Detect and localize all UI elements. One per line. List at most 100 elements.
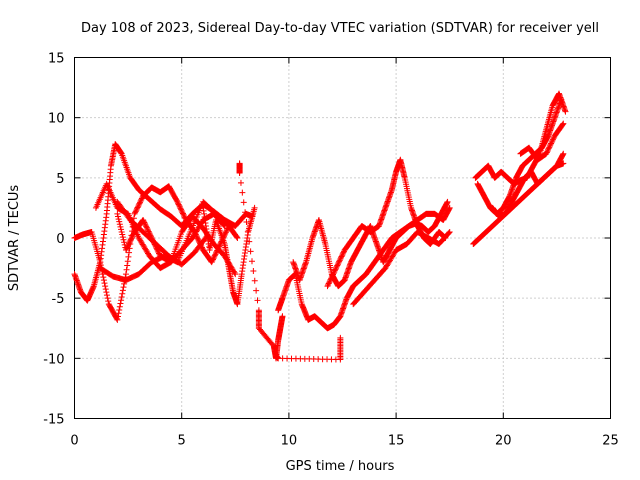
data-point-interp: [244, 228, 251, 235]
data-point-interp: [118, 293, 125, 300]
y-tick-label: 0: [56, 232, 64, 247]
data-point-interp: [175, 200, 182, 207]
data-point-interp: [545, 146, 552, 153]
data-point-interp: [142, 222, 149, 229]
data-point-interp: [246, 238, 253, 245]
data-point-interp: [332, 266, 339, 273]
data-point-interp: [445, 229, 452, 236]
data-point-interp: [247, 248, 254, 255]
data-point: [114, 316, 121, 323]
data-point-interp: [251, 277, 258, 284]
data-point-interp: [100, 274, 107, 281]
data-point-interp: [242, 209, 249, 216]
data-point-interp: [209, 257, 216, 264]
y-axis: 15 10 5 0 -5 -10 -15: [43, 52, 611, 428]
data-point-interp: [334, 261, 341, 268]
data-point-interp: [102, 286, 109, 293]
data-point: [562, 108, 569, 115]
data-point-interp: [548, 140, 555, 147]
data-point-interp: [212, 251, 219, 258]
y-tick-label: -10: [43, 352, 64, 367]
x-tick-label: 5: [178, 434, 186, 449]
data-point-interp: [101, 280, 108, 287]
data-point-interp: [250, 268, 257, 275]
data-point: [446, 204, 453, 211]
data-point-interp: [559, 121, 566, 128]
data-point-interp: [178, 206, 185, 213]
data-point-interp: [337, 256, 344, 263]
data-point-interp: [129, 234, 136, 241]
data-point-interp: [119, 290, 126, 297]
data-point-interp: [331, 268, 338, 275]
data-point-interp: [333, 263, 340, 270]
data-point-interp: [254, 297, 261, 304]
data-point: [251, 204, 258, 211]
data-point: [122, 247, 129, 254]
data-point-interp: [126, 249, 133, 256]
data-point-interp: [176, 204, 183, 211]
data-point-interp: [126, 240, 133, 247]
data-point-interp: [134, 204, 141, 211]
data-point-interp: [337, 254, 344, 261]
data-point-interp: [176, 202, 183, 209]
x-tick-label: 15: [388, 434, 405, 449]
data-point-interp: [547, 141, 554, 148]
data-point-interp: [119, 287, 126, 294]
data-point-interp: [125, 241, 132, 248]
data-point: [560, 120, 567, 127]
data-point-interp: [253, 287, 260, 294]
data-point-interp: [118, 297, 125, 304]
data-point-interp: [127, 236, 134, 243]
data-point-interp: [156, 250, 163, 257]
data-point: [236, 170, 243, 177]
y-tick-label: -5: [52, 292, 65, 307]
data-point-interp: [181, 213, 188, 220]
data-point-interp: [548, 139, 555, 146]
data-point-interp: [126, 239, 133, 246]
data-point-interp: [141, 220, 148, 227]
data-point-interp: [143, 224, 150, 231]
data-point: [208, 259, 215, 266]
data-point-interp: [130, 231, 137, 238]
data-point-interp: [133, 205, 140, 212]
data-point-interp: [326, 277, 333, 284]
data-point-interp: [339, 252, 346, 259]
data-point-interp: [549, 137, 556, 144]
data-point-interp: [336, 258, 343, 265]
data-point-interp: [211, 253, 218, 260]
data-point: [232, 271, 239, 278]
data-point-interp: [116, 221, 123, 228]
y-axis-label: SDTVAR / TECUs: [7, 185, 22, 292]
data-point-interp: [237, 179, 244, 186]
data-point-interp: [100, 277, 107, 284]
x-tick-label: 0: [70, 434, 78, 449]
data-point-interp: [102, 283, 109, 290]
data-point-interp: [546, 143, 553, 150]
data-point-interp: [118, 226, 125, 233]
data-point: [560, 150, 567, 157]
data-point-interp: [326, 279, 333, 286]
data-point-interp: [325, 280, 332, 287]
x-tick-label: 20: [495, 434, 512, 449]
data-point-interp: [240, 199, 247, 206]
data-point-interp: [124, 262, 131, 269]
data-point-interp: [335, 259, 342, 266]
data-point-interp: [331, 267, 338, 274]
grid: [74, 57, 611, 419]
data-point-interp: [544, 148, 551, 155]
data-point-interp: [116, 218, 123, 225]
data-point-interp: [129, 232, 136, 239]
x-tick-label: 25: [602, 434, 619, 449]
data-point-interp: [340, 249, 347, 256]
data-point: [131, 210, 138, 217]
data-point-interp: [103, 292, 110, 299]
data-point-interp: [121, 239, 128, 246]
data-point: [446, 228, 453, 235]
data-point-interp: [119, 231, 126, 238]
data-point: [114, 210, 121, 217]
data-point-interp: [175, 201, 182, 208]
data-point-interp: [194, 235, 201, 242]
data-point-interp: [116, 307, 123, 314]
data-point-interp: [325, 281, 332, 288]
